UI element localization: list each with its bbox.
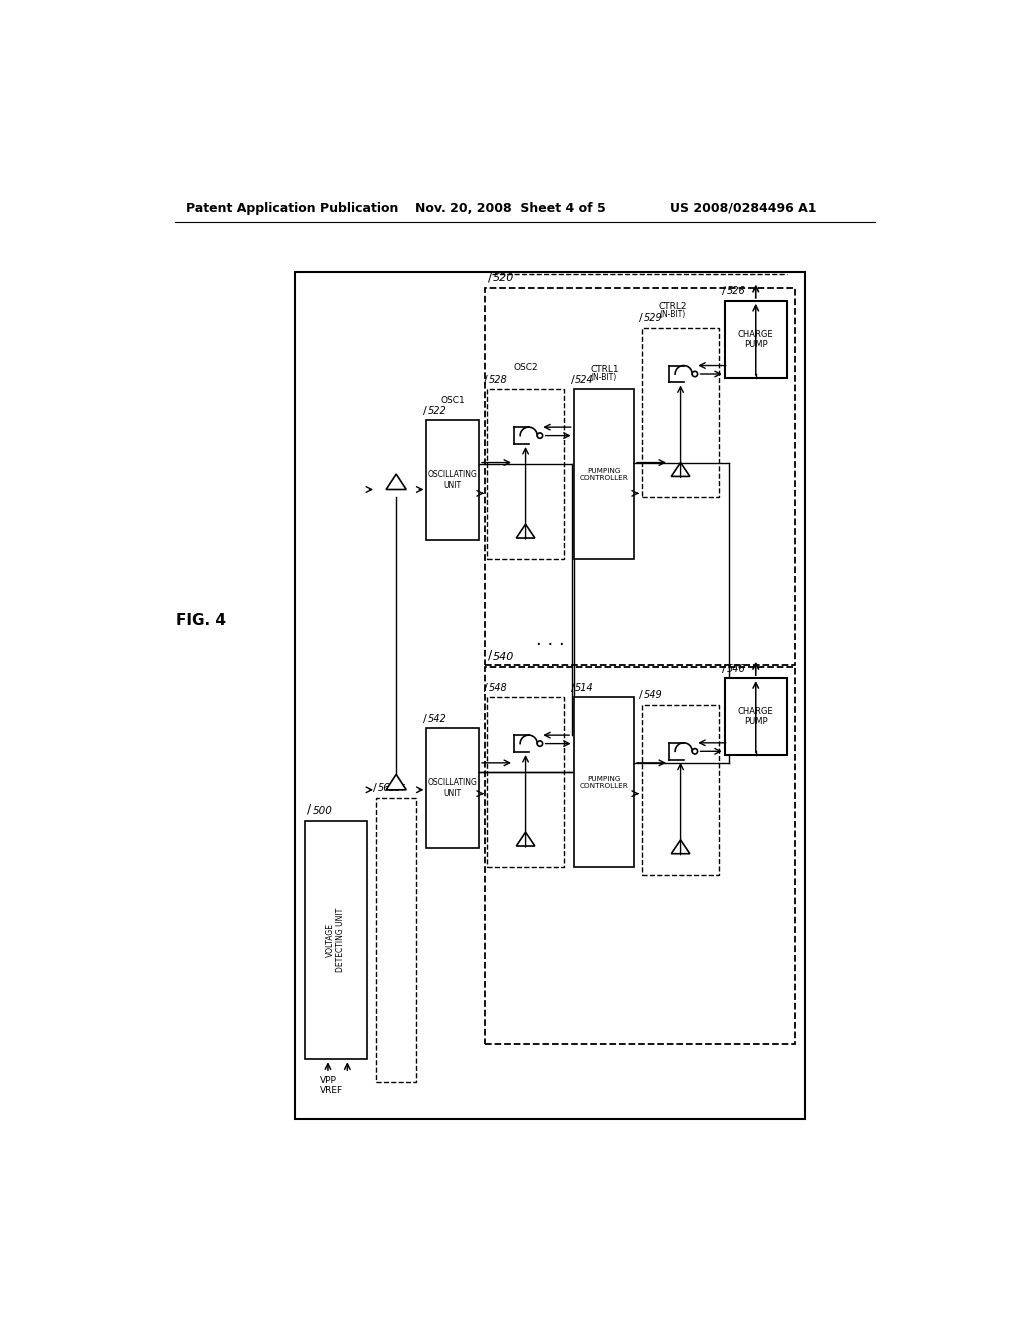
FancyBboxPatch shape [295, 272, 805, 1119]
FancyBboxPatch shape [725, 678, 786, 755]
Text: /: / [483, 375, 487, 385]
Text: PUMPING
CONTROLLER: PUMPING CONTROLLER [580, 467, 629, 480]
Circle shape [692, 748, 697, 754]
Polygon shape [516, 832, 535, 846]
Polygon shape [386, 474, 407, 490]
Text: 540: 540 [493, 652, 514, 663]
Text: OSC2: OSC2 [513, 363, 538, 372]
Polygon shape [514, 428, 538, 444]
Text: VPP: VPP [321, 1076, 337, 1085]
Text: 526: 526 [726, 286, 745, 296]
Text: /: / [423, 405, 427, 416]
Text: 528: 528 [488, 375, 507, 385]
Text: /: / [483, 682, 487, 693]
Text: Patent Application Publication: Patent Application Publication [186, 202, 398, 215]
Text: Nov. 20, 2008  Sheet 4 of 5: Nov. 20, 2008 Sheet 4 of 5 [415, 202, 605, 215]
FancyBboxPatch shape [376, 797, 417, 1082]
Text: DET: DET [387, 784, 406, 793]
FancyBboxPatch shape [484, 288, 795, 665]
Text: /: / [722, 286, 725, 296]
Text: US 2008/0284496 A1: US 2008/0284496 A1 [671, 202, 817, 215]
Polygon shape [672, 462, 690, 477]
Text: VOLTAGE
DETECTING UNIT: VOLTAGE DETECTING UNIT [326, 908, 345, 972]
Polygon shape [672, 840, 690, 854]
Text: 549: 549 [643, 690, 663, 701]
Text: CHARGE
PUMP: CHARGE PUMP [738, 708, 773, 726]
Text: (N-BIT): (N-BIT) [658, 310, 685, 319]
Text: 560: 560 [378, 783, 396, 793]
Text: /: / [639, 313, 642, 323]
Text: 520: 520 [493, 273, 514, 284]
Circle shape [692, 371, 697, 376]
Text: OSC1: OSC1 [440, 396, 465, 405]
Text: OSCILLATING
UNIT: OSCILLATING UNIT [428, 779, 477, 797]
Text: 542: 542 [428, 714, 446, 723]
FancyBboxPatch shape [486, 697, 564, 867]
Text: /: / [570, 682, 574, 693]
Text: VREF: VREF [321, 1086, 343, 1096]
Text: . . .: . . . [536, 631, 565, 648]
Polygon shape [514, 735, 538, 752]
Text: 548: 548 [488, 682, 507, 693]
FancyBboxPatch shape [484, 667, 795, 1044]
Text: /: / [639, 690, 642, 701]
Text: 529: 529 [643, 313, 663, 323]
Text: /: / [487, 649, 492, 663]
Circle shape [538, 433, 543, 438]
Polygon shape [669, 366, 692, 383]
FancyBboxPatch shape [573, 389, 634, 558]
FancyBboxPatch shape [642, 327, 719, 498]
Text: 514: 514 [575, 682, 594, 693]
Text: CTRL2: CTRL2 [658, 302, 687, 312]
Text: FIG. 4: FIG. 4 [176, 612, 226, 628]
Polygon shape [386, 775, 407, 789]
FancyBboxPatch shape [642, 705, 719, 875]
Text: (N-BIT): (N-BIT) [591, 372, 616, 381]
Polygon shape [669, 743, 692, 760]
FancyBboxPatch shape [486, 389, 564, 558]
Text: /: / [423, 714, 427, 723]
FancyBboxPatch shape [426, 420, 479, 540]
Text: 524: 524 [575, 375, 594, 385]
Text: /: / [722, 664, 725, 673]
FancyBboxPatch shape [725, 301, 786, 378]
Text: /: / [487, 271, 492, 284]
Text: /: / [373, 783, 377, 793]
Text: 546: 546 [726, 664, 745, 673]
FancyBboxPatch shape [573, 697, 634, 867]
Text: /: / [570, 375, 574, 385]
Text: PUMPING
CONTROLLER: PUMPING CONTROLLER [580, 776, 629, 788]
Circle shape [538, 741, 543, 746]
FancyBboxPatch shape [426, 729, 479, 847]
Polygon shape [516, 524, 535, 539]
Text: OSCILLATING
UNIT: OSCILLATING UNIT [428, 470, 477, 490]
Text: CHARGE
PUMP: CHARGE PUMP [738, 330, 773, 348]
Text: 500: 500 [312, 807, 333, 816]
FancyBboxPatch shape [305, 821, 367, 1059]
Text: CTRL1: CTRL1 [591, 366, 620, 374]
Text: 522: 522 [428, 405, 446, 416]
Text: /: / [307, 803, 311, 816]
